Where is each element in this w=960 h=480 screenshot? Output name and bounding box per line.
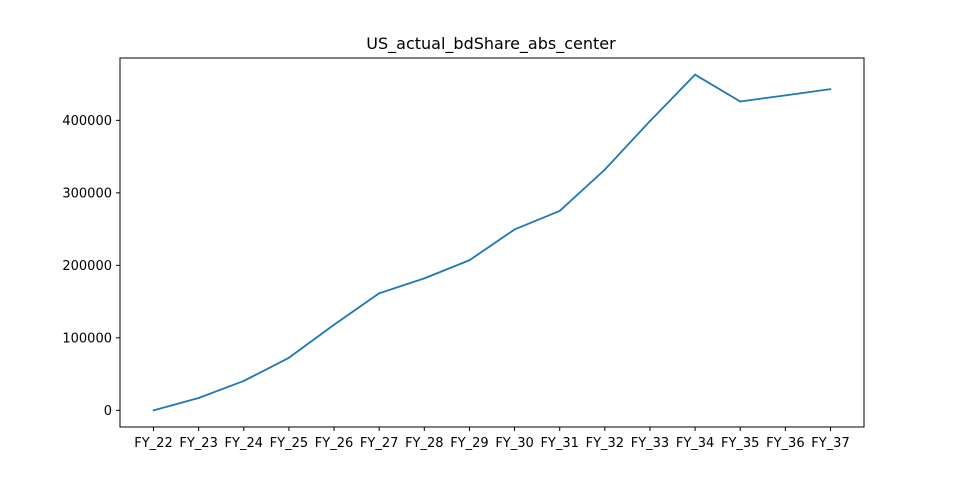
data-point	[513, 228, 516, 231]
data-point	[829, 88, 832, 91]
x-tick-label: FY_30	[495, 436, 533, 451]
x-tick-label: FY_22	[134, 436, 172, 451]
chart-title: US_actual_bdShare_abs_center	[366, 34, 616, 54]
x-tick-label: FY_33	[631, 436, 669, 451]
data-point	[378, 292, 381, 295]
y-tick-label: 300000	[62, 186, 112, 201]
x-tick-label: FY_34	[676, 436, 714, 451]
x-tick-label: FY_26	[315, 436, 353, 451]
x-tick-label: FY_36	[766, 436, 804, 451]
y-tick-label: 200000	[62, 259, 112, 274]
data-point	[242, 380, 245, 382]
x-tick-label: FY_29	[450, 436, 488, 451]
x-tick-label: FY_28	[405, 436, 443, 451]
x-tick-label: FY_27	[360, 436, 398, 451]
data-point	[649, 120, 651, 122]
series-layer	[152, 73, 832, 412]
data-point	[197, 397, 200, 399]
y-tick-label: 100000	[62, 331, 112, 346]
plot-area-frame	[119, 57, 865, 428]
x-tick-label: FY_25	[270, 436, 308, 451]
series-line	[153, 73, 831, 412]
data-point	[468, 259, 471, 262]
x-tick-label: FY_37	[811, 436, 849, 451]
x-tick-label: FY_31	[540, 436, 578, 451]
y-axis: 0 100000 200000 300000 400000	[62, 114, 120, 419]
x-tick-label: FY_32	[586, 436, 624, 451]
y-tick-label: 0	[104, 404, 112, 419]
data-point	[288, 356, 290, 359]
y-tick-label: 400000	[62, 114, 112, 129]
data-point	[558, 210, 561, 212]
data-point	[152, 409, 155, 412]
x-tick-label: FY_24	[225, 436, 263, 451]
data-point	[333, 323, 335, 326]
x-tick-label: FY_35	[721, 436, 759, 451]
data-point	[694, 73, 696, 76]
data-point	[423, 277, 426, 280]
data-point	[784, 94, 787, 97]
data-point	[739, 100, 742, 103]
x-tick-label: FY_23	[179, 436, 217, 451]
x-axis: FY_22 FY_23 FY_24 FY_25 FY_26 FY_27 FY_28 FY_29…	[134, 427, 850, 451]
data-point	[603, 168, 606, 171]
